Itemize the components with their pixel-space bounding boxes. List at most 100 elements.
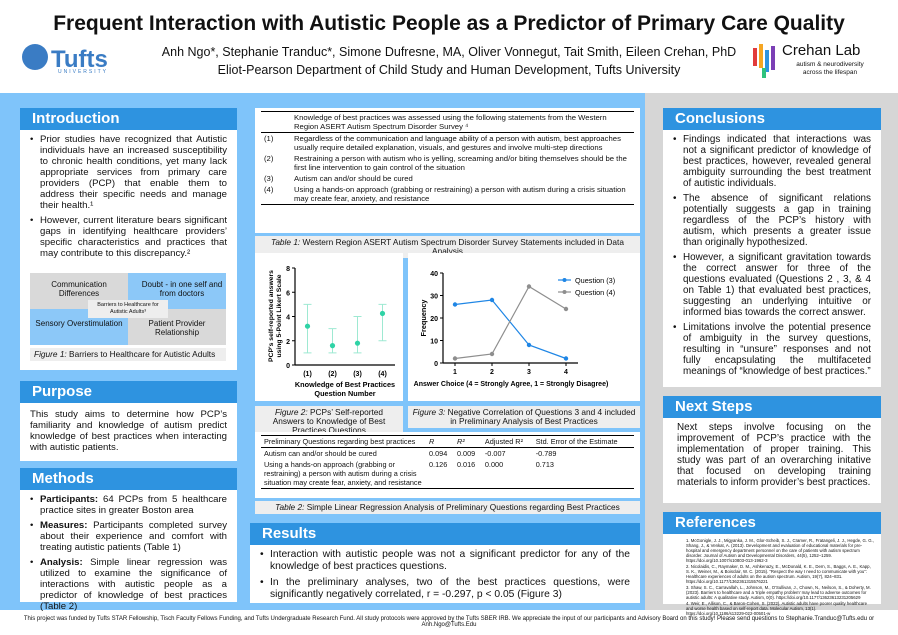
y-tick-label: 0 [286,363,290,370]
legend-marker [562,290,567,294]
diagram-center: Barriers to Healthcare for Autistic Adul… [88,300,168,318]
next-steps-panel: Next Steps Next steps involve focusing o… [663,396,881,503]
figure3-panel: 0 10 20 30 40 1 2 3 4 Question (3) Question (4) Fre… [408,253,640,401]
tufts-logo: Tufts UNIVERSITY [20,40,125,80]
results-bullet: Interaction with autistic people was not… [260,549,630,573]
conclusion-bullet: The absence of significant relations pot… [673,193,871,248]
data-point [304,323,311,329]
y-tick-label: 6 [286,290,290,297]
department: Eliot-Pearson Department of Child Study … [217,63,681,77]
methods-item: Participants: 64 PCPs from 5 healthcare … [30,494,227,516]
methods-panel: Methods Participants: 64 PCPs from 5 hea… [20,468,237,612]
reference-item: 3. Shaw, S. C., Carravallah, L., Johnson… [686,585,871,600]
methods-item: Analysis: Simple linear regression was u… [30,557,227,612]
x-axis-label: Answer Choice (4 = Strongly Agree, 1 = S… [414,381,609,388]
table-row: (1) Regardless of the communication and l… [264,134,621,152]
x-tick-label: (3) [353,371,362,378]
methods-heading: Methods [20,468,237,490]
x-tick-label: (2) [328,371,337,378]
intro-bullet: However, current literature bears signif… [30,215,227,259]
x-tick-label: 4 [564,369,568,376]
legend-marker [562,278,567,282]
barriers-diagram: Communication Differences Doubt - in one… [30,273,226,345]
y-tick-label: 4 [286,315,290,322]
legend-label: Question (4) [575,288,615,297]
table2-caption: Table 2: Simple Linear Regression Analys… [255,501,640,514]
x-tick-label: 1 [453,369,457,376]
y-tick-label: 8 [286,266,290,273]
figure2-panel: 0 2 4 6 8 (1) (2) (3) (4) Knowledge of Best Pract… [255,253,403,401]
table1: Knowledge of best practices was assessed… [261,111,634,205]
y-tick-label: 0 [434,361,438,368]
conclusions-panel: Conclusions Findings indicated that inte… [663,108,881,387]
intro-bullet: Prior studies have recognized that Autis… [30,134,227,211]
references-panel: References 1. McGonigle, J. J., Migyanka… [663,512,881,616]
data-point [526,284,532,289]
authors: Anh Ngo*, Stephanie Tranduc*, Simone Duf… [161,45,737,59]
references-heading: References [663,512,881,534]
table1-caption: Table 1: Western Region ASERT Autism Spe… [255,236,640,258]
table-row: Using a hands-on approach (grabbing or r… [264,460,554,487]
conclusion-bullet: Limitations involve the potential presen… [673,322,871,377]
next-steps-heading: Next Steps [663,396,881,418]
data-point [489,351,495,357]
data-point [563,356,569,361]
footer-acknowledgement: This project was funded by Tufts STAR Fe… [23,616,875,628]
crehan-lab-logo: Crehan Lab autism & neurodiversity acros… [750,40,890,82]
diagram-doubt: Doubt - in one self and from doctors [128,273,226,309]
y-tick-label: 10 [430,339,438,346]
y-tick-label: 40 [430,271,438,278]
y-axis-label: PCP's self-reported answersusing 5-Point… [268,270,283,362]
introduction-heading: Introduction [20,108,237,130]
x-axis-label: Knowledge of Best Practices [295,380,395,389]
introduction-panel: Introduction Prior studies have recogniz… [20,108,237,370]
table2-panel: Preliminary Questions regarding best pra… [255,432,640,498]
data-point [452,356,458,361]
figure2-caption: Figure 2: PCPs’ Self-reported Answers to… [255,406,403,437]
results-bullet: In the preliminary analyses, two of the … [260,577,630,601]
data-point [329,343,336,349]
conclusions-heading: Conclusions [663,108,881,130]
data-point [563,306,569,312]
x-tick-label: (1) [303,371,312,378]
conclusion-bullet: Findings indicated that interactions was… [673,134,871,189]
figure2-chart: 0 2 4 6 8 (1) (2) (3) (4) Knowledge of Best Pract… [268,266,395,398]
y-tick-label: 2 [286,339,290,346]
purpose-heading: Purpose [20,381,237,403]
table1-header: Knowledge of best practices was assessed… [294,113,607,131]
table-row: Autism can and/or should be cured 0.094 0.… [264,449,557,458]
table-row: (3) Autism can and/or should be cured [264,174,413,183]
reference-item: 4. Weir, E., Allison, C., & Baron-Cohen,… [686,601,867,616]
data-point [379,310,386,317]
reference-item: 2. Nicolaidis, C., Raymaker, D. M., Ashk… [686,564,871,584]
table-row: (2) Restraining a person with autism who … [264,154,627,172]
table1-panel: Knowledge of best practices was assessed… [255,108,640,233]
purpose-text: This study aims to determine how PCP’s f… [30,409,227,453]
poster-title: Frequent Interaction with Autistic Peopl… [53,12,845,35]
figure3-caption: Figure 3: Negative Correlation of Questi… [408,406,640,428]
figure1-caption: Figure 1: Barriers to Healthcare for Aut… [30,348,226,361]
y-axis-label: Frequency [419,299,428,337]
results-panel: Results Interaction with autistic people… [250,523,640,603]
series-line [454,299,567,360]
legend-label: Question (3) [575,276,615,285]
results-heading: Results [250,523,640,545]
x-tick-label: 3 [527,369,531,376]
data-point [452,302,458,307]
data-point [354,340,361,346]
figure3-chart: 0 10 20 30 40 1 2 3 4 Question (3) Question (4) Fre… [414,271,615,388]
table-row: (4) Using a hands-on approach (grabbing o… [264,185,626,203]
x-axis-label: Question Number [314,389,375,398]
svg-text:Tufts: Tufts [51,46,108,73]
table2: Preliminary Questions regarding best pra… [261,435,634,489]
x-tick-label: (4) [378,371,387,378]
data-point [489,297,495,303]
data-point [526,342,532,348]
methods-item: Measures: Participants completed survey … [30,520,227,553]
reference-item: 1. McGonigle, J. J., Migyanka, J. M., Gl… [686,538,874,563]
y-tick-label: 20 [430,316,438,323]
series-line [454,285,567,360]
purpose-panel: Purpose This study aims to determine how… [20,381,237,461]
y-tick-label: 30 [430,294,438,301]
x-tick-label: 2 [490,369,494,376]
